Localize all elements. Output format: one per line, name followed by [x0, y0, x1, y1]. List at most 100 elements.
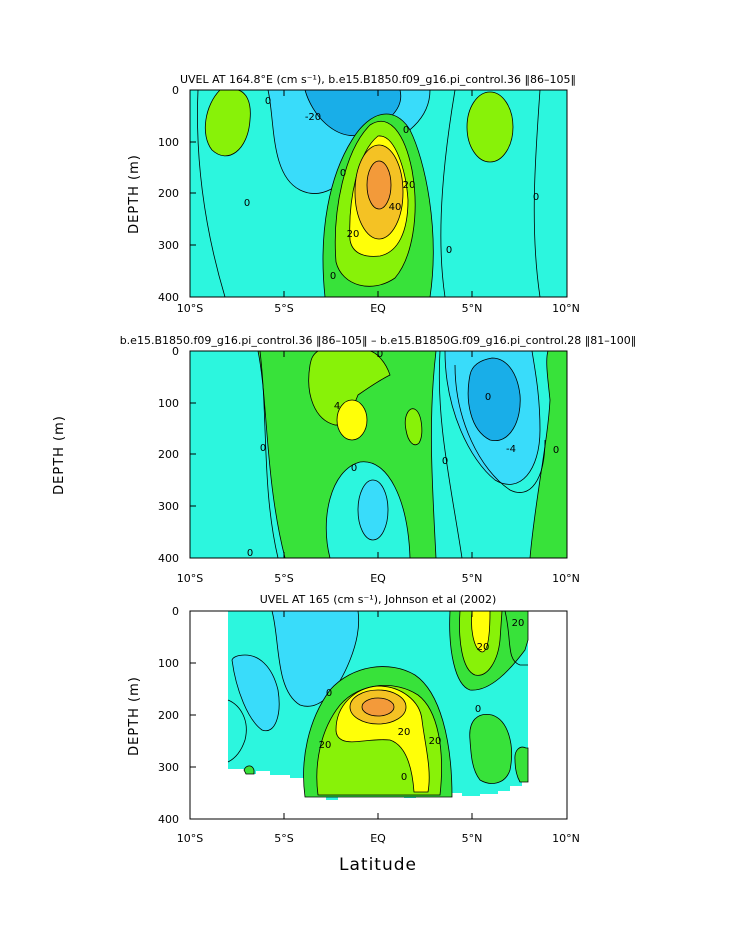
deep-eastward-patch-2 [514, 746, 529, 783]
y-tick-label: 300 [158, 239, 179, 252]
eastern-zero-contour [533, 90, 541, 297]
panel-3-ticks [190, 611, 473, 819]
x-tick-label: 5°N [462, 302, 483, 315]
contour-label: 0 [377, 349, 383, 360]
southern-counter-current-outer [197, 90, 226, 297]
panel-2-y-axis-label: DEPTH (m) [52, 415, 67, 495]
x-tick-label: 5°S [274, 572, 293, 585]
y-tick-label: 300 [158, 761, 179, 774]
panel-2-x-tick-labels: 10°S 5°S EQ 5°N 10°N [177, 572, 580, 585]
panel-2-ticks [190, 351, 473, 558]
contour-label: 0 [244, 198, 250, 209]
contour-label: 0 [351, 463, 357, 474]
y-tick-label: 0 [172, 605, 179, 618]
contour-label: 20 [398, 727, 411, 738]
northern-outer-contour [438, 351, 463, 558]
x-tick-label: 10°N [552, 302, 580, 315]
western-zero-contour [227, 699, 247, 763]
contour-label: 0 [442, 456, 448, 467]
panel-2-y-tick-labels: 0 100 200 300 400 [158, 345, 179, 565]
panel-1-y-axis-label: DEPTH (m) [127, 154, 142, 234]
y-tick-label: 400 [158, 813, 179, 826]
contour-label: 0 [533, 192, 539, 203]
negative-6-region [467, 357, 521, 441]
small-patch-western [243, 765, 255, 775]
contour-label: 0 [340, 168, 346, 179]
southern-counter-current [205, 90, 251, 157]
panel-1-x-tick-labels: 10°S 5°S EQ 5°N 10°N [177, 302, 580, 315]
y-tick-label: 200 [158, 709, 179, 722]
panel-1-title: UVEL AT 164.8°E (cm s⁻¹), b.e15.B1850.f0… [180, 73, 576, 86]
contour-label: 4 [334, 401, 340, 412]
contour-label: 0 [247, 548, 253, 559]
western-westward-region [231, 654, 280, 732]
zero-contour-west [259, 351, 279, 558]
contour-label: 0 [265, 96, 271, 107]
northern-zero-contour [440, 90, 456, 297]
y-tick-label: 400 [158, 291, 179, 304]
inner-contour-1 [454, 364, 546, 493]
panel-2: b.e15.B1850.f09_g16.pi_control.36 ‖86–10… [52, 334, 636, 585]
contour-label: 0 [330, 271, 336, 282]
contour-label: 20 [403, 180, 416, 191]
contour-label: 0 [403, 125, 409, 136]
x-tick-label: EQ [370, 832, 386, 845]
x-tick-label: EQ [370, 572, 386, 585]
x-axis-label: Latitude [339, 855, 417, 875]
panel-1-y-tick-labels: 0 100 200 300 400 [158, 84, 179, 304]
contour-label: -4 [506, 444, 516, 455]
contour-label: 40 [389, 202, 402, 213]
contour-label: 20 [477, 642, 490, 653]
x-tick-label: 5°N [462, 832, 483, 845]
contour-label: 0 [326, 688, 332, 699]
x-tick-label: 5°N [462, 572, 483, 585]
y-tick-label: 200 [158, 187, 179, 200]
panel-1: UVEL AT 164.8°E (cm s⁻¹), b.e15.B1850.f0… [127, 73, 580, 315]
positive-4-region [308, 351, 391, 426]
panel-3-y-tick-labels: 0 100 200 300 400 [158, 605, 179, 826]
contour-label: 20 [319, 740, 332, 751]
panel-2-field: 0 4 0 0 0 0 -4 0 0 [190, 349, 567, 559]
contour-label: -20 [305, 112, 321, 123]
y-tick-label: 400 [158, 552, 179, 565]
panel-2-title: b.e15.B1850.f09_g16.pi_control.36 ‖86–10… [120, 334, 637, 347]
contour-label: 0 [260, 443, 266, 454]
panel-3-title: UVEL AT 165 (cm s⁻¹), Johnson et al (200… [260, 593, 497, 606]
panel-3-x-tick-labels: 10°S 5°S EQ 5°N 10°N [177, 832, 580, 845]
contour-label: 0 [401, 772, 407, 783]
panel-1-field: 0 -20 0 0 0 20 40 20 0 0 0 [190, 90, 567, 297]
y-tick-label: 100 [158, 397, 179, 410]
deep-eastward-patch [469, 713, 512, 784]
x-tick-label: 10°N [552, 572, 580, 585]
eastern-contour [504, 611, 528, 666]
panel-3-y-axis-label: DEPTH (m) [127, 676, 142, 756]
y-tick-label: 0 [172, 345, 179, 358]
y-tick-label: 300 [158, 500, 179, 513]
x-tick-label: EQ [370, 302, 386, 315]
x-tick-label: 10°N [552, 832, 580, 845]
panel-1-ticks [190, 89, 473, 297]
eastward-core [366, 160, 392, 210]
y-tick-label: 0 [172, 84, 179, 97]
contour-label: 0 [553, 445, 559, 456]
panel-3-field: 20 20 20 20 0 0 20 0 [227, 611, 529, 800]
positive-6-region [336, 399, 368, 441]
y-tick-label: 100 [158, 136, 179, 149]
contour-label: 0 [485, 392, 491, 403]
x-tick-label: 5°S [274, 302, 293, 315]
northern-positive-region [529, 351, 567, 558]
y-tick-label: 200 [158, 448, 179, 461]
contour-label: 0 [475, 704, 481, 715]
negative-difference-core-south [357, 479, 389, 541]
x-tick-label: 10°S [177, 302, 203, 315]
x-tick-label: 10°S [177, 832, 203, 845]
x-tick-label: 5°S [274, 832, 293, 845]
northern-counter-current [466, 91, 514, 163]
contour-label: 20 [347, 229, 360, 240]
positive-small-region [404, 408, 423, 446]
contour-label: 0 [446, 245, 452, 256]
y-tick-label: 100 [158, 657, 179, 670]
eastward-core [361, 697, 395, 717]
northern-counter-current-core [471, 611, 491, 653]
